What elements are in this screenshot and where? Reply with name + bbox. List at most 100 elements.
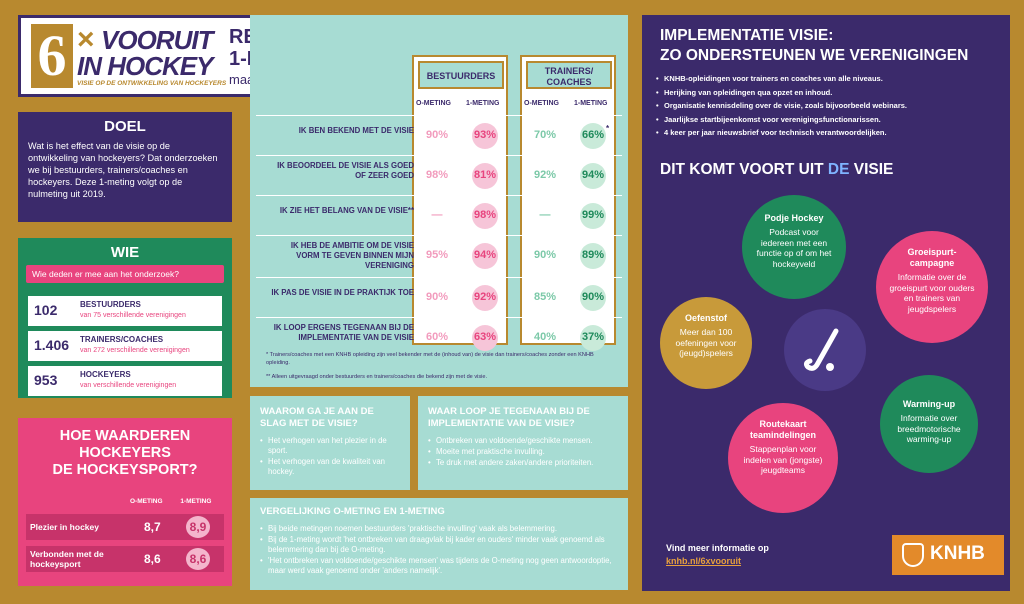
info-link[interactable]: knhb.nl/6xvooruit bbox=[666, 556, 742, 566]
wie-count: 102 bbox=[34, 302, 58, 318]
value-b1: 98% bbox=[473, 209, 497, 221]
bubble-title: Oefenstof bbox=[684, 313, 727, 323]
logo-number: 6 bbox=[31, 24, 73, 88]
waarderen-title-line: HOCKEYERS bbox=[79, 445, 171, 461]
results-table-section: BESTUURDERS TRAINERS/ COACHES O-METING 1… bbox=[250, 15, 628, 387]
waarderen-title-line: HOE WAARDEREN bbox=[59, 428, 191, 444]
list-item: KNHB-opleidingen voor trainers en coache… bbox=[656, 72, 907, 86]
waarderen-value-1: 8,9 bbox=[186, 516, 210, 538]
bubble-groeispurt: Groeispurt-campagne Informatie over de g… bbox=[876, 231, 988, 343]
value-b1: 93% bbox=[473, 129, 497, 141]
table-row: IK BEOORDEEL DE VISIE ALS GOED OF ZEER G… bbox=[256, 155, 622, 195]
value-highlight bbox=[580, 243, 606, 269]
visie-subtitle: DIT KOMT VOORT UIT DE VISIE bbox=[660, 161, 893, 179]
value-highlight bbox=[472, 163, 498, 189]
list-item: Moeite met praktische invulling. bbox=[428, 447, 618, 457]
info-text: Vind meer informatie op bbox=[666, 543, 769, 553]
waarom-title: WAAROM GA JE AAN DE SLAG MET DE VISIE? bbox=[260, 406, 374, 429]
bubble-podje-hockey: Podje Hockey Podcast voor iedereen met e… bbox=[742, 195, 846, 299]
value-b0: 95% bbox=[425, 249, 449, 261]
waarderen-row: Verbonden met de hockeysport 8,6 8,6 bbox=[26, 546, 224, 572]
wie-label: TRAINERS/COACHES bbox=[80, 335, 164, 344]
wie-label: BESTUURDERS bbox=[80, 300, 141, 309]
question-text: IK ZIE HET BELANG VAN DE VISIE** bbox=[279, 206, 414, 215]
knhb-brand: KNHB bbox=[930, 543, 985, 564]
footnote-mark: * bbox=[606, 124, 610, 133]
list-item: Ontbreken van voldoende/geschikte mensen… bbox=[428, 436, 618, 446]
value-highlight bbox=[580, 285, 606, 311]
waarderen-row: Plezier in hockey 8,7 8,9 bbox=[26, 514, 224, 540]
wie-sub: van 75 verschillende verenigingen bbox=[80, 312, 186, 319]
knhb-logo: KNHB bbox=[892, 535, 1004, 575]
waarderen-value-0: 8,7 bbox=[144, 520, 161, 534]
wie-question: Wie deden er mee aan het onderzoek? bbox=[26, 265, 224, 283]
waarom-list: Het verhogen van het plezier in de sport… bbox=[260, 436, 400, 477]
bubble-title: Warming-up bbox=[902, 399, 956, 409]
col-header-t0: O-METING bbox=[524, 100, 559, 107]
value-b0: 60% bbox=[425, 331, 449, 343]
shield-icon bbox=[902, 543, 924, 567]
value-highlight bbox=[580, 325, 606, 351]
value-t1: 66% bbox=[581, 129, 605, 141]
table-row: IK BEN BEKEND MET DE VISIE 90% 93% 70% 66% * bbox=[256, 115, 622, 155]
value-t1: 90% bbox=[581, 291, 605, 303]
value-t0: 70% bbox=[533, 129, 557, 141]
wie-title: WIE bbox=[110, 244, 140, 261]
wie-sub: van 272 verschillende verenigingen bbox=[80, 347, 190, 354]
col-header-t1: 1-METING bbox=[574, 100, 608, 107]
list-item: Jaarlijkse startbijeenkomst voor verenig… bbox=[656, 113, 907, 127]
bubble-text: Podcast voor iedereen met een functie op… bbox=[756, 227, 832, 269]
value-highlight bbox=[472, 123, 498, 149]
waarderen-label: Plezier in hockey bbox=[30, 522, 99, 532]
bubble-routekaart: Routekaart teamindelingen Stappenplan vo… bbox=[728, 403, 838, 513]
list-item: 'Het ontbreken van voldoende/geschikte m… bbox=[260, 556, 618, 576]
waarom-section: WAAROM GA JE AAN DE SLAG MET DE VISIE? H… bbox=[250, 396, 410, 490]
list-item: Te druk met andere zaken/andere priorite… bbox=[428, 458, 618, 468]
question-text: IK HEB DE AMBITIE OM DE VISIE VORM TE GE… bbox=[290, 241, 414, 270]
value-highlight bbox=[472, 203, 498, 229]
doel-title: DOEL bbox=[104, 118, 146, 135]
value-b0: 98% bbox=[425, 169, 449, 181]
bubble-title: Podje Hockey bbox=[764, 213, 824, 223]
wie-count: 1.406 bbox=[34, 337, 70, 353]
wie-row-hockeyers: 953 HOCKEYERS van verschillende verenigi… bbox=[28, 366, 222, 396]
list-item: Bij beide metingen noemen bestuurders 'p… bbox=[260, 524, 618, 534]
wie-count: 953 bbox=[34, 372, 58, 388]
visie-subtitle-a: DIT KOMT VOORT UIT bbox=[660, 161, 828, 178]
wie-section: WIE Wie deden er mee aan het onderzoek? … bbox=[18, 238, 232, 398]
value-b1: 81% bbox=[473, 169, 497, 181]
value-highlight bbox=[472, 325, 498, 351]
value-t0: 85% bbox=[533, 291, 557, 303]
list-item: Het verhogen van de kwaliteit van hockey… bbox=[260, 457, 400, 477]
table-row: IK HEB DE AMBITIE OM DE VISIE VORM TE GE… bbox=[256, 235, 622, 275]
bubble-text: Informatie over de groeispurt voor ouder… bbox=[889, 272, 975, 314]
waarderen-col-headers: O-METING 1-METING bbox=[130, 498, 211, 505]
table-row: IK ZIE HET BELANG VAN DE VISIE** — 98% — 99% bbox=[256, 195, 622, 235]
wie-label: HOCKEYERS bbox=[80, 370, 131, 379]
question-text: IK BEN BEKEND MET DE VISIE bbox=[298, 126, 414, 135]
value-b0: 90% bbox=[425, 129, 449, 141]
doel-section: DOEL Wat is het effect van de visie op d… bbox=[18, 112, 232, 222]
logo-tagline: VISIE OP DE ONTWIKKELING VAN HOCKEYERS bbox=[77, 80, 227, 87]
tegenaan-section: WAAR LOOP JE TEGENAAN BIJ DE IMPLEMENTAT… bbox=[418, 396, 628, 490]
value-t1: 94% bbox=[581, 169, 605, 181]
hockey-stick-icon bbox=[784, 309, 866, 391]
question-text: IK PAS DE VISIE IN DE PRAKTIJK TOE bbox=[271, 288, 414, 297]
value-t0: 40% bbox=[533, 331, 557, 343]
waarderen-label: Verbonden met de hockeysport bbox=[30, 549, 104, 569]
group-title-bestuurders: BESTUURDERS bbox=[418, 61, 504, 89]
waarderen-value-0: 8,6 bbox=[144, 552, 161, 566]
logo-line1: VOORUIT bbox=[101, 25, 213, 55]
value-t0: — bbox=[539, 209, 551, 221]
implementatie-section: IMPLEMENTATIE VISIE: ZO ONDERSTEUNEN WE … bbox=[642, 15, 1010, 591]
waarderen-title: HOE WAARDEREN HOCKEYERS DE HOCKEYSPORT? bbox=[18, 428, 232, 479]
bubble-title: Routekaart teamindelingen bbox=[749, 419, 816, 440]
value-t1: 89% bbox=[581, 249, 605, 261]
waarderen-title-line: DE HOCKEYSPORT? bbox=[52, 462, 198, 478]
visie-subtitle-c: VISIE bbox=[849, 161, 894, 178]
list-item: Organisatie kennisdeling over de visie, … bbox=[656, 99, 907, 113]
waarderen-value-1: 8,6 bbox=[186, 548, 210, 570]
value-highlight bbox=[580, 123, 606, 149]
value-t0: 92% bbox=[533, 169, 557, 181]
bubble-text: Stappenplan voor indelen van (jongste) j… bbox=[743, 444, 823, 475]
